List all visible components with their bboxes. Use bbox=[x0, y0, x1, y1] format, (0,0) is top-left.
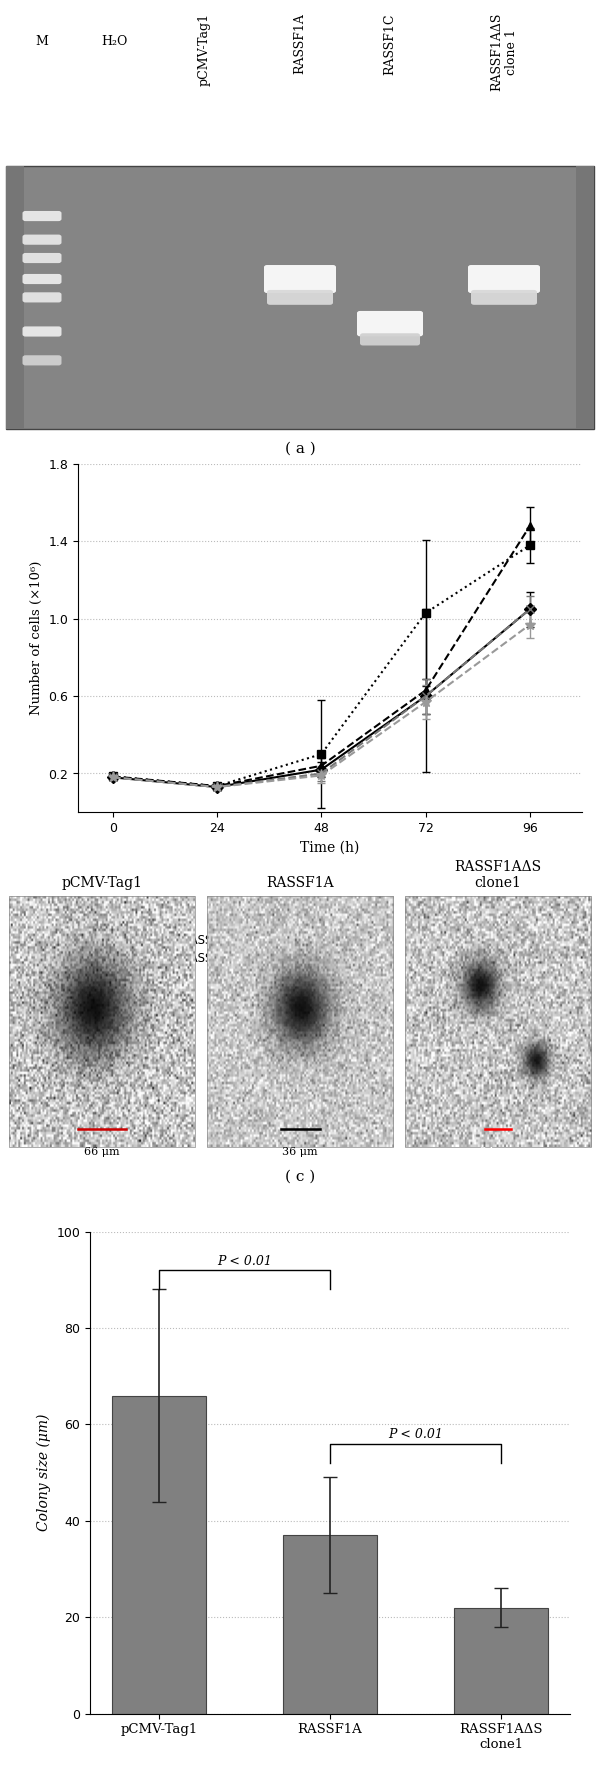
FancyBboxPatch shape bbox=[468, 264, 540, 293]
Bar bbox=[454, 1608, 548, 1714]
FancyBboxPatch shape bbox=[23, 234, 62, 245]
Bar bbox=[283, 1535, 377, 1714]
Text: pCMV-Tag1: pCMV-Tag1 bbox=[62, 876, 143, 889]
FancyBboxPatch shape bbox=[23, 355, 62, 366]
Bar bbox=[576, 166, 594, 428]
Text: ( b ): ( b ) bbox=[314, 1014, 346, 1028]
Bar bbox=[405, 896, 591, 1148]
Y-axis label: Number of cells (×10⁶): Number of cells (×10⁶) bbox=[30, 560, 43, 716]
Bar bbox=[6, 166, 24, 428]
FancyBboxPatch shape bbox=[357, 311, 423, 336]
Bar bbox=[207, 896, 393, 1148]
FancyBboxPatch shape bbox=[360, 334, 420, 346]
Text: ( c ): ( c ) bbox=[285, 1169, 315, 1183]
Text: RASSF1A: RASSF1A bbox=[266, 876, 334, 889]
Text: M: M bbox=[35, 36, 49, 48]
Bar bbox=[9, 896, 195, 1148]
FancyBboxPatch shape bbox=[23, 273, 62, 284]
Bar bbox=[112, 1396, 206, 1714]
FancyBboxPatch shape bbox=[264, 264, 336, 293]
Text: 66 μm: 66 μm bbox=[84, 1148, 120, 1157]
Text: RASSF1A: RASSF1A bbox=[293, 12, 307, 73]
FancyBboxPatch shape bbox=[23, 293, 62, 302]
X-axis label: Time (h): Time (h) bbox=[301, 841, 359, 855]
Text: RASSF1AΔS
clone1: RASSF1AΔS clone1 bbox=[454, 860, 542, 889]
FancyBboxPatch shape bbox=[471, 289, 537, 305]
FancyBboxPatch shape bbox=[23, 327, 62, 337]
Text: RASSF1C: RASSF1C bbox=[383, 12, 397, 75]
Text: ( a ): ( a ) bbox=[284, 441, 316, 455]
Text: 36 μm: 36 μm bbox=[282, 1148, 318, 1157]
Legend: RASSF1A, RASSF1C, pCMV-Tag1, RASSF1AΔS clone1, RASSF1AΔS clone2: RASSF1A, RASSF1C, pCMV-Tag1, RASSF1AΔS c… bbox=[34, 930, 298, 987]
Bar bbox=[6, 166, 594, 428]
FancyBboxPatch shape bbox=[267, 289, 333, 305]
Text: P < 0.01: P < 0.01 bbox=[217, 1255, 272, 1267]
FancyBboxPatch shape bbox=[23, 211, 62, 221]
Y-axis label: Colony size (μm): Colony size (μm) bbox=[37, 1414, 51, 1532]
Text: H₂O: H₂O bbox=[101, 36, 127, 48]
FancyBboxPatch shape bbox=[23, 253, 62, 262]
Text: RASSF1AΔS
clone 1: RASSF1AΔS clone 1 bbox=[490, 12, 518, 91]
Text: pCMV-Tag1: pCMV-Tag1 bbox=[197, 12, 211, 86]
Text: 24 μm: 24 μm bbox=[480, 1148, 516, 1157]
Text: P < 0.01: P < 0.01 bbox=[388, 1428, 443, 1440]
